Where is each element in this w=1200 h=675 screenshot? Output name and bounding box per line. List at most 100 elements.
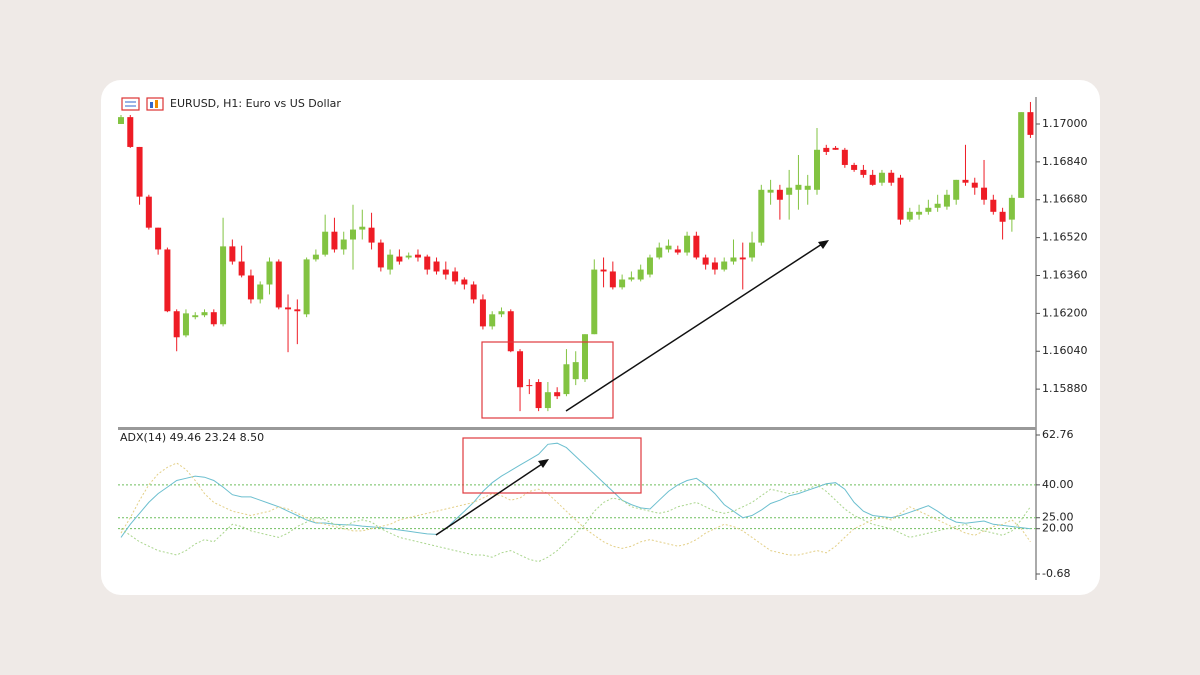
candle-body: [888, 172, 895, 183]
indicator-line: [120, 442, 1031, 538]
candle-body: [851, 164, 858, 170]
candle-body: [136, 146, 143, 197]
candle-body: [990, 199, 997, 212]
candle-body: [331, 231, 338, 250]
candle-body: [229, 246, 236, 262]
candle-body: [479, 299, 486, 327]
candle-body: [916, 211, 923, 215]
candle-body: [943, 194, 950, 207]
y-tick-label: 1.16360: [1042, 268, 1088, 281]
candle-body: [637, 269, 644, 280]
candle-body: [563, 364, 570, 395]
candle-body: [507, 311, 514, 352]
candle-body: [758, 189, 765, 243]
candle-body: [971, 182, 978, 188]
arrow-head: [818, 240, 829, 249]
candle-body: [749, 242, 756, 258]
candle-body: [257, 284, 264, 300]
candle-body: [127, 117, 134, 147]
candle-body: [350, 229, 356, 240]
candle-body: [247, 275, 254, 300]
highlight-box: [462, 437, 642, 494]
candle-body: [359, 226, 366, 230]
candle-body: [201, 312, 208, 316]
chart-title: EURUSD, H1: Euro vs US Dollar: [170, 97, 341, 110]
candle-body: [693, 235, 700, 258]
candle-body: [1018, 112, 1025, 198]
candle-body: [962, 179, 969, 183]
y-tick-label: 1.16840: [1042, 155, 1088, 168]
candle-body: [730, 257, 737, 262]
candle-body: [767, 189, 774, 193]
candle-body: [526, 385, 533, 387]
candle-body: [999, 211, 1006, 222]
candle-body: [869, 174, 876, 185]
candle-body: [442, 269, 449, 275]
candle-body: [860, 169, 867, 175]
candle-body: [804, 185, 811, 190]
candle-body: [535, 382, 542, 409]
candle-body: [368, 227, 375, 243]
y-tick-label: 1.16200: [1042, 306, 1088, 319]
candle-body: [591, 269, 598, 335]
candle-body: [554, 392, 561, 397]
candle-body: [656, 247, 663, 258]
candle-body: [312, 254, 319, 260]
y-tick-label: -0.68: [1042, 567, 1070, 580]
candle-body: [424, 256, 431, 270]
indicator-title: ADX(14) 49.46 23.24 8.50: [120, 431, 264, 444]
candle-body: [702, 257, 709, 265]
candle-body: [377, 242, 384, 268]
candle-body: [878, 172, 885, 183]
candle-body: [192, 315, 199, 318]
candle-body: [396, 256, 403, 262]
candle-body: [619, 279, 626, 288]
candle-body: [711, 262, 718, 270]
candle-body: [953, 179, 960, 200]
candle-body: [897, 177, 904, 220]
candle-body: [1027, 112, 1034, 135]
indicator-line: [120, 484, 1031, 563]
candle-body: [294, 309, 301, 312]
candle-body: [674, 249, 681, 253]
y-tick-label: 40.00: [1042, 478, 1074, 491]
candle-body: [433, 261, 440, 272]
candle-body: [925, 207, 932, 212]
candle-body: [665, 245, 672, 250]
candle-body: [628, 277, 635, 280]
y-tick-label: 1.15880: [1042, 382, 1088, 395]
plot-layer: 1.17000 1.16840 1.16680 1.16520 1.16360 1.162…: [118, 101, 1088, 580]
candle-body: [210, 312, 217, 325]
candle-body: [405, 255, 412, 258]
candle-body: [832, 147, 839, 150]
y-tick-label: 1.16520: [1042, 231, 1088, 244]
y-tick-label: 25.00: [1042, 511, 1074, 524]
candle-body: [572, 362, 579, 380]
trend-arrow: [435, 463, 543, 536]
icon-bar: [155, 100, 158, 108]
candle-body: [414, 254, 421, 258]
annotations: [435, 240, 829, 536]
candle-body: [238, 261, 245, 276]
candle-body: [164, 249, 171, 312]
candle-body: [934, 203, 941, 208]
candle-body: [275, 261, 282, 308]
candle-body: [470, 284, 477, 300]
candle-body: [285, 307, 292, 310]
candle-body: [776, 189, 783, 200]
candle-body: [823, 147, 830, 152]
y-tick-label: 1.16680: [1042, 193, 1088, 206]
candle-body: [981, 187, 988, 200]
candle-body: [684, 235, 691, 253]
card: [101, 80, 1100, 595]
y-tick-label: 1.16040: [1042, 344, 1088, 357]
candle-body: [182, 313, 189, 336]
candle-body: [795, 184, 802, 190]
candle-body: [841, 149, 848, 165]
indicator-line: [120, 462, 1031, 556]
candle-body: [498, 311, 505, 315]
icon-list: [121, 97, 140, 111]
candle-body: [582, 334, 588, 380]
